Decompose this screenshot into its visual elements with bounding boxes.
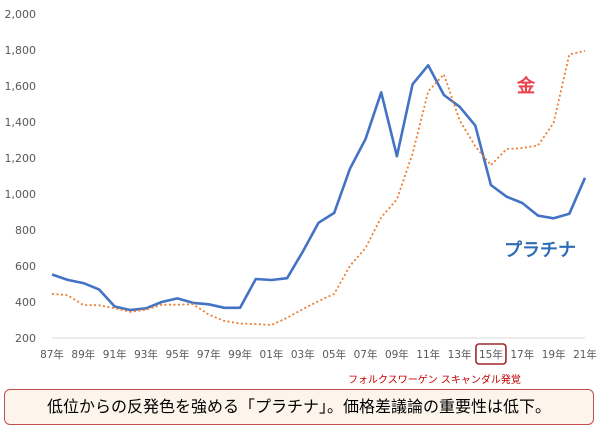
series-line — [51, 50, 586, 326]
x-tick-label: 11年 — [416, 348, 440, 361]
y-tick-label: 1,600 — [5, 80, 37, 93]
x-tick-label: 93年 — [134, 348, 158, 361]
x-tick-label: 87年 — [40, 348, 64, 361]
y-tick-label: 400 — [15, 296, 36, 309]
x-tick-label: 03年 — [291, 348, 315, 361]
y-tick-label: 1,000 — [5, 188, 37, 201]
price-line-chart: 200 400 600 800 1,000 1,200 1,400 1,600 1,800 2,0… — [5, 8, 597, 365]
x-tick-label: 21年 — [573, 348, 597, 361]
x-tick-label: 19年 — [542, 348, 566, 361]
x-tick-label: 99年 — [228, 348, 252, 361]
x-tick-label: 89年 — [71, 348, 95, 361]
x-tick-label: 13年 — [448, 348, 472, 361]
summary-caption: 低位からの反発色を強める「プラチナ」。価格差議論の重要性は低下。 — [4, 389, 594, 425]
y-tick-label: 2,000 — [5, 8, 37, 21]
series-label: 金 — [516, 75, 536, 97]
x-tick-label: 95年 — [165, 348, 189, 361]
y-tick-label: 1,800 — [5, 44, 37, 57]
x-tick-label: 15年 — [479, 348, 503, 361]
y-tick-label: 1,400 — [5, 116, 37, 129]
y-tick-label: 200 — [15, 332, 36, 345]
y-tick-label: 800 — [15, 224, 36, 237]
x-tick-label: 91年 — [103, 348, 127, 361]
highlight-box — [475, 343, 507, 365]
x-tick-label: 09年 — [385, 348, 409, 361]
vw-scandal-annotation: フォルクスワーゲン スキャンダル発覚 — [348, 375, 521, 386]
x-tick-label: 17年 — [510, 348, 534, 361]
series-line — [51, 64, 587, 312]
x-tick-label: 97年 — [197, 348, 221, 361]
y-tick-label: 600 — [15, 260, 36, 273]
x-tick-label: 05年 — [322, 348, 346, 361]
x-tick-label: 07年 — [354, 348, 378, 361]
x-tick-label: 01年 — [260, 348, 284, 361]
y-tick-label: 1,200 — [5, 152, 37, 165]
series-label: プラチナ — [504, 239, 576, 261]
